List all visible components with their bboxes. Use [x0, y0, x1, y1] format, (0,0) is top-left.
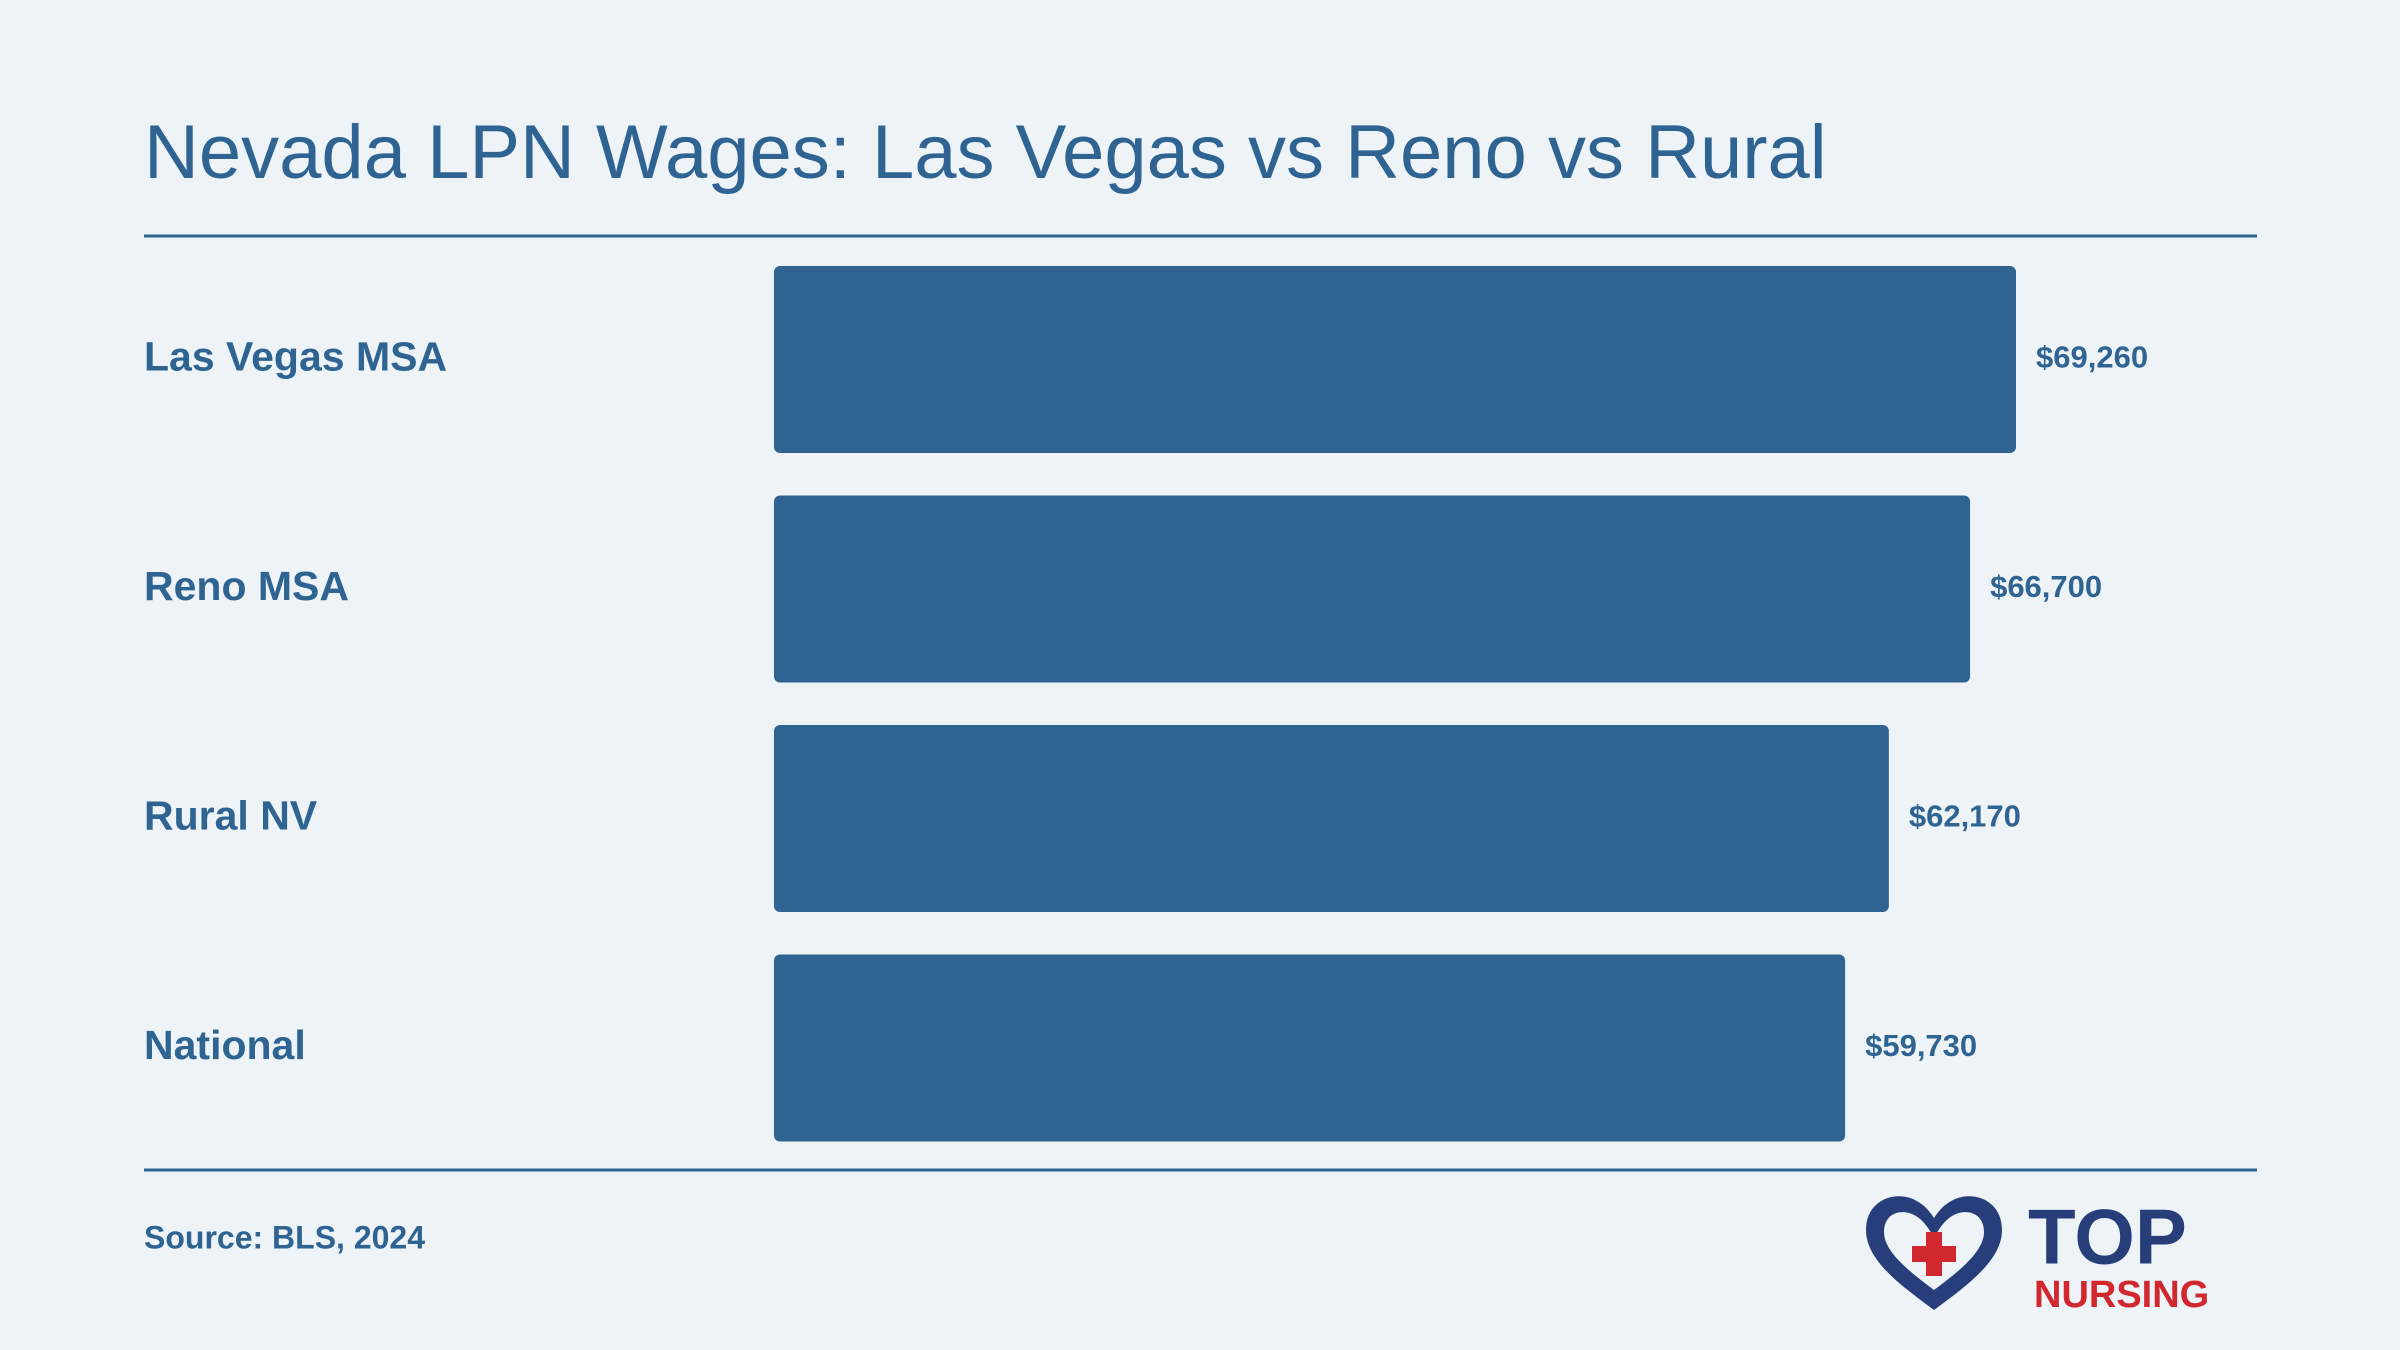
category-label: Las Vegas MSA — [144, 333, 447, 379]
bar — [774, 266, 2016, 453]
value-label: $59,730 — [1865, 1028, 1977, 1063]
value-label: $66,700 — [1990, 569, 2102, 604]
bar — [774, 954, 1846, 1142]
logo-nursing: NURSING — [2034, 1274, 2209, 1316]
value-label: $69,260 — [2036, 340, 2148, 375]
logo-heart — [1866, 1196, 2002, 1310]
category-label: National — [144, 1022, 306, 1068]
category-label: Rural NV — [144, 792, 318, 838]
bar — [774, 495, 1971, 683]
logo-cross — [1912, 1246, 1956, 1262]
bar — [774, 725, 1889, 912]
logo: TOP NURSING — [1866, 1193, 2209, 1316]
logo-top: TOP — [2028, 1193, 2187, 1281]
value-label: $62,170 — [1909, 799, 2021, 834]
category-label: Reno MSA — [144, 563, 349, 609]
chart-title: Nevada LPN Wages: Las Vegas vs Reno vs R… — [144, 110, 1827, 195]
source-note: Source: BLS, 2024 — [144, 1219, 425, 1255]
